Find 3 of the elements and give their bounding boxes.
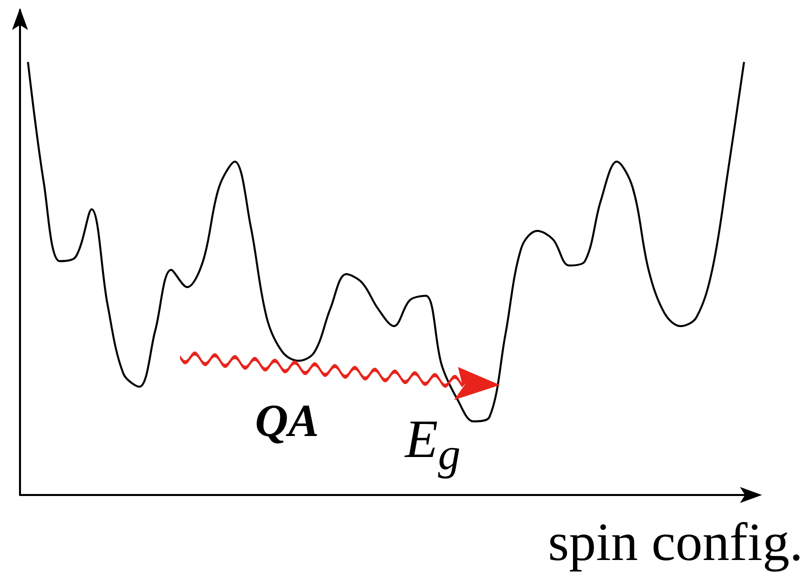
x-axis-title: spin config. [548,512,803,572]
annotation: E$_{g}$ [405,409,460,479]
annotation: QA [255,395,319,446]
